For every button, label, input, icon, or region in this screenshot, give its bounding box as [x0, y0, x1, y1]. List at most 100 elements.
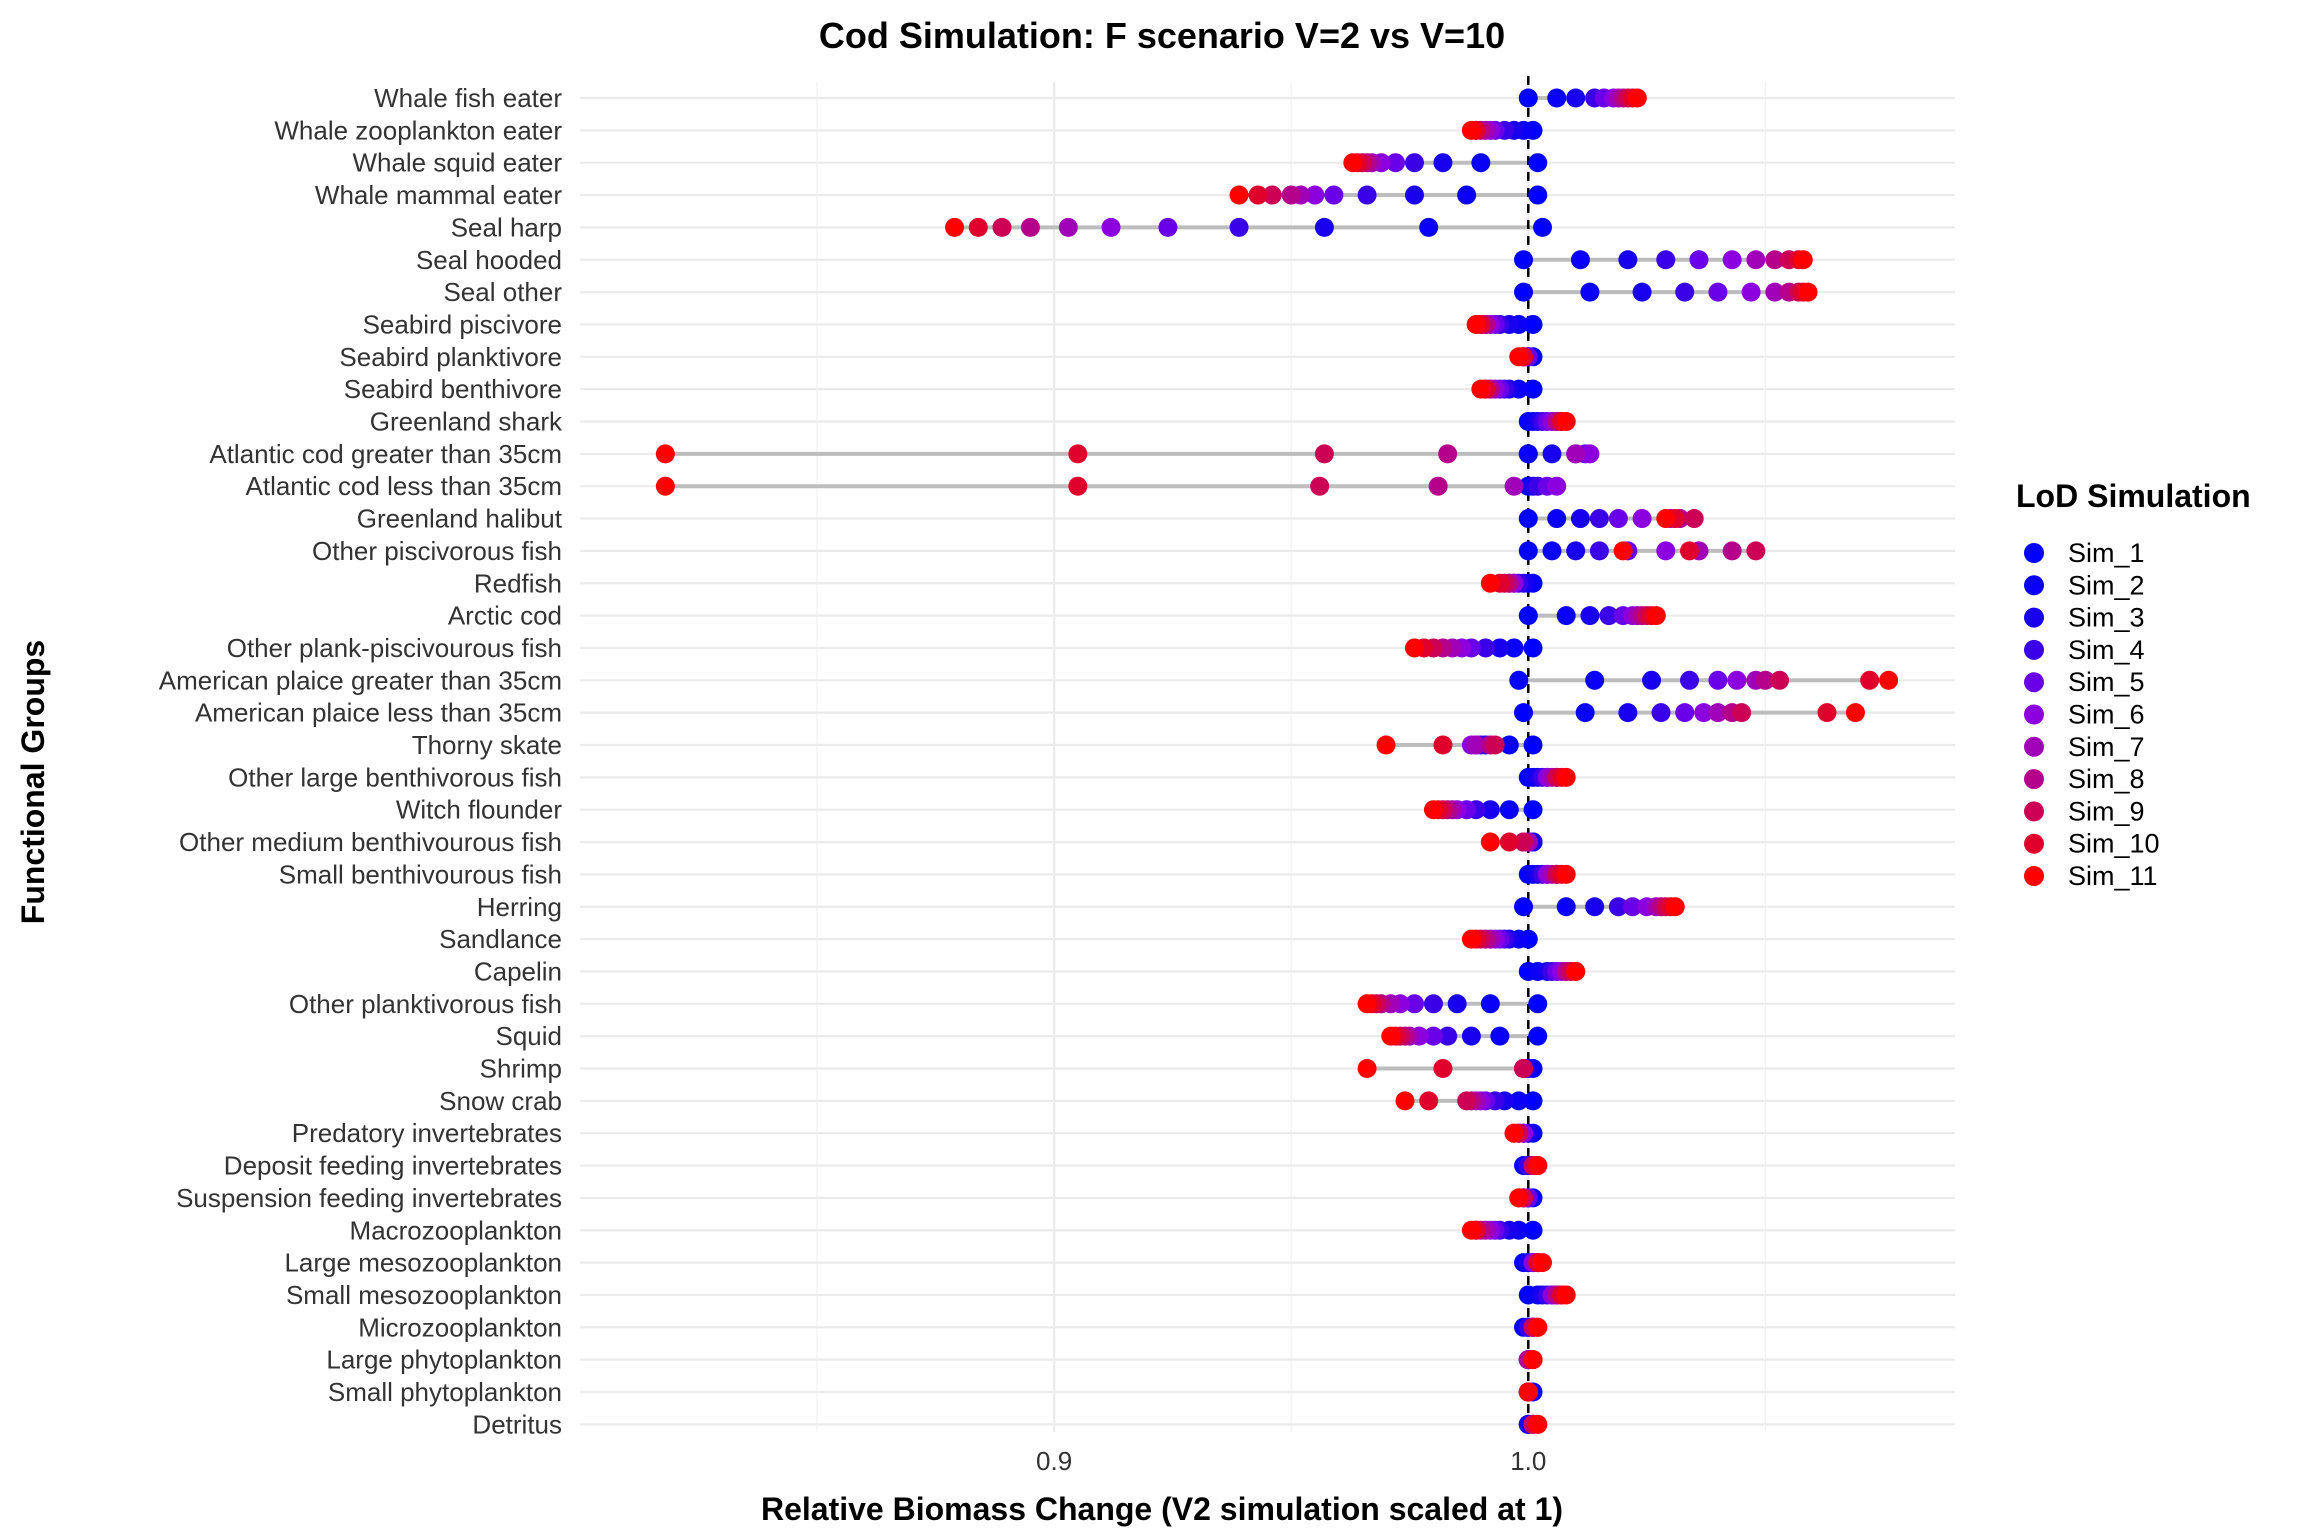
legend-key	[2024, 833, 2044, 854]
data-point	[1101, 217, 1121, 237]
data-point	[1556, 864, 1576, 884]
data-point	[1689, 250, 1709, 270]
data-point	[1627, 88, 1647, 108]
y-tick-label: Thorny skate	[412, 730, 562, 760]
data-point	[1461, 1026, 1481, 1046]
data-point	[1528, 1414, 1548, 1434]
data-point	[1480, 994, 1500, 1014]
y-tick-label: American plaice less than 35cm	[195, 698, 562, 728]
data-point	[1404, 185, 1424, 205]
y-tick-label: Whale zooplankton eater	[274, 115, 562, 145]
data-point	[1556, 897, 1576, 917]
y-tick-label: Other plank-piscivourous fish	[227, 633, 562, 663]
data-point	[1528, 153, 1548, 173]
data-point	[1575, 703, 1595, 723]
y-tick-label: Small mesozooplankton	[286, 1280, 562, 1310]
data-point	[1518, 541, 1538, 561]
data-point	[1433, 153, 1453, 173]
data-point	[1798, 282, 1818, 302]
data-point	[1523, 1091, 1543, 1111]
data-point	[1547, 88, 1567, 108]
y-tick-label: Seabird planktivore	[339, 342, 562, 372]
data-point	[1457, 185, 1477, 205]
data-point	[1528, 1317, 1548, 1337]
data-point	[1679, 541, 1699, 561]
data-point	[1461, 120, 1481, 140]
y-tick-label: Seabird benthivore	[344, 374, 562, 404]
data-point	[1381, 1026, 1401, 1046]
data-point	[1518, 509, 1538, 529]
y-tick-label: Microzooplankton	[358, 1312, 562, 1342]
data-point	[1376, 735, 1396, 755]
data-point	[1518, 606, 1538, 626]
y-tick-label: Detritus	[472, 1409, 562, 1439]
data-point	[1708, 703, 1728, 723]
data-point	[1642, 670, 1662, 690]
y-tick-label: Redfish	[474, 568, 562, 598]
data-point	[1518, 88, 1538, 108]
data-point	[1471, 379, 1491, 399]
y-tick-label: Other medium benthivourous fish	[179, 827, 562, 857]
data-point	[1566, 88, 1586, 108]
chart-title: Cod Simulation: F scenario V=2 vs V=10	[819, 15, 1505, 56]
data-point	[1528, 994, 1548, 1014]
x-axis-title: Relative Biomass Change (V2 simulation s…	[761, 1491, 1563, 1527]
data-point	[1499, 832, 1519, 852]
data-point	[1433, 1059, 1453, 1078]
data-point	[1509, 1188, 1529, 1208]
data-point	[655, 444, 675, 464]
data-point	[1466, 735, 1486, 755]
legend-key	[2024, 801, 2044, 822]
data-point	[1229, 217, 1249, 237]
data-point	[1461, 1220, 1481, 1240]
data-point	[1679, 670, 1699, 690]
data-point	[1262, 185, 1282, 205]
data-point	[1523, 1350, 1543, 1370]
data-point	[1585, 897, 1605, 917]
data-point	[1514, 282, 1534, 302]
data-point	[1499, 735, 1519, 755]
legend-label: Sim_5	[2068, 667, 2145, 697]
legend-key	[2024, 866, 2044, 886]
data-point	[1608, 509, 1628, 529]
data-point	[1651, 703, 1671, 723]
data-point	[1765, 250, 1785, 270]
data-point	[1518, 444, 1538, 464]
data-point	[1068, 444, 1088, 464]
data-point	[1665, 897, 1685, 917]
data-point	[1523, 314, 1543, 334]
legend-key	[2024, 736, 2044, 757]
y-tick-label: Macrozooplankton	[350, 1215, 562, 1245]
data-point	[1357, 1059, 1377, 1078]
data-point	[1357, 994, 1377, 1014]
data-point	[1058, 217, 1078, 237]
data-point	[1556, 412, 1576, 431]
data-point	[1314, 217, 1334, 237]
data-point	[1504, 638, 1524, 658]
y-tick-label: Whale fish eater	[374, 83, 562, 113]
y-tick-label: Large phytoplankton	[326, 1345, 562, 1375]
y-axis-title: Functional Groups	[15, 640, 51, 924]
y-tick-label: Deposit feeding invertebrates	[224, 1151, 562, 1181]
legend-label: Sim_6	[2068, 700, 2145, 730]
y-tick-label: Whale squid eater	[352, 148, 562, 178]
data-point	[1694, 703, 1714, 723]
data-point	[1570, 509, 1590, 529]
y-tick-label: Small benthivourous fish	[279, 859, 562, 889]
data-point	[1523, 638, 1543, 658]
data-point	[968, 217, 988, 237]
data-point	[1514, 1059, 1534, 1078]
data-point	[1585, 670, 1605, 690]
y-tick-label: Seal other	[443, 277, 562, 307]
y-tick-label: Seal harp	[451, 212, 562, 242]
data-point	[1675, 282, 1695, 302]
legend-key	[2024, 672, 2044, 693]
data-point	[1504, 476, 1524, 496]
y-tick-label: Shrimp	[480, 1054, 562, 1084]
data-point	[1419, 1091, 1439, 1111]
data-point	[1509, 347, 1529, 367]
data-point	[1423, 800, 1443, 820]
data-point	[1490, 638, 1510, 658]
y-tick-label: Other large benthivorous fish	[228, 762, 562, 792]
